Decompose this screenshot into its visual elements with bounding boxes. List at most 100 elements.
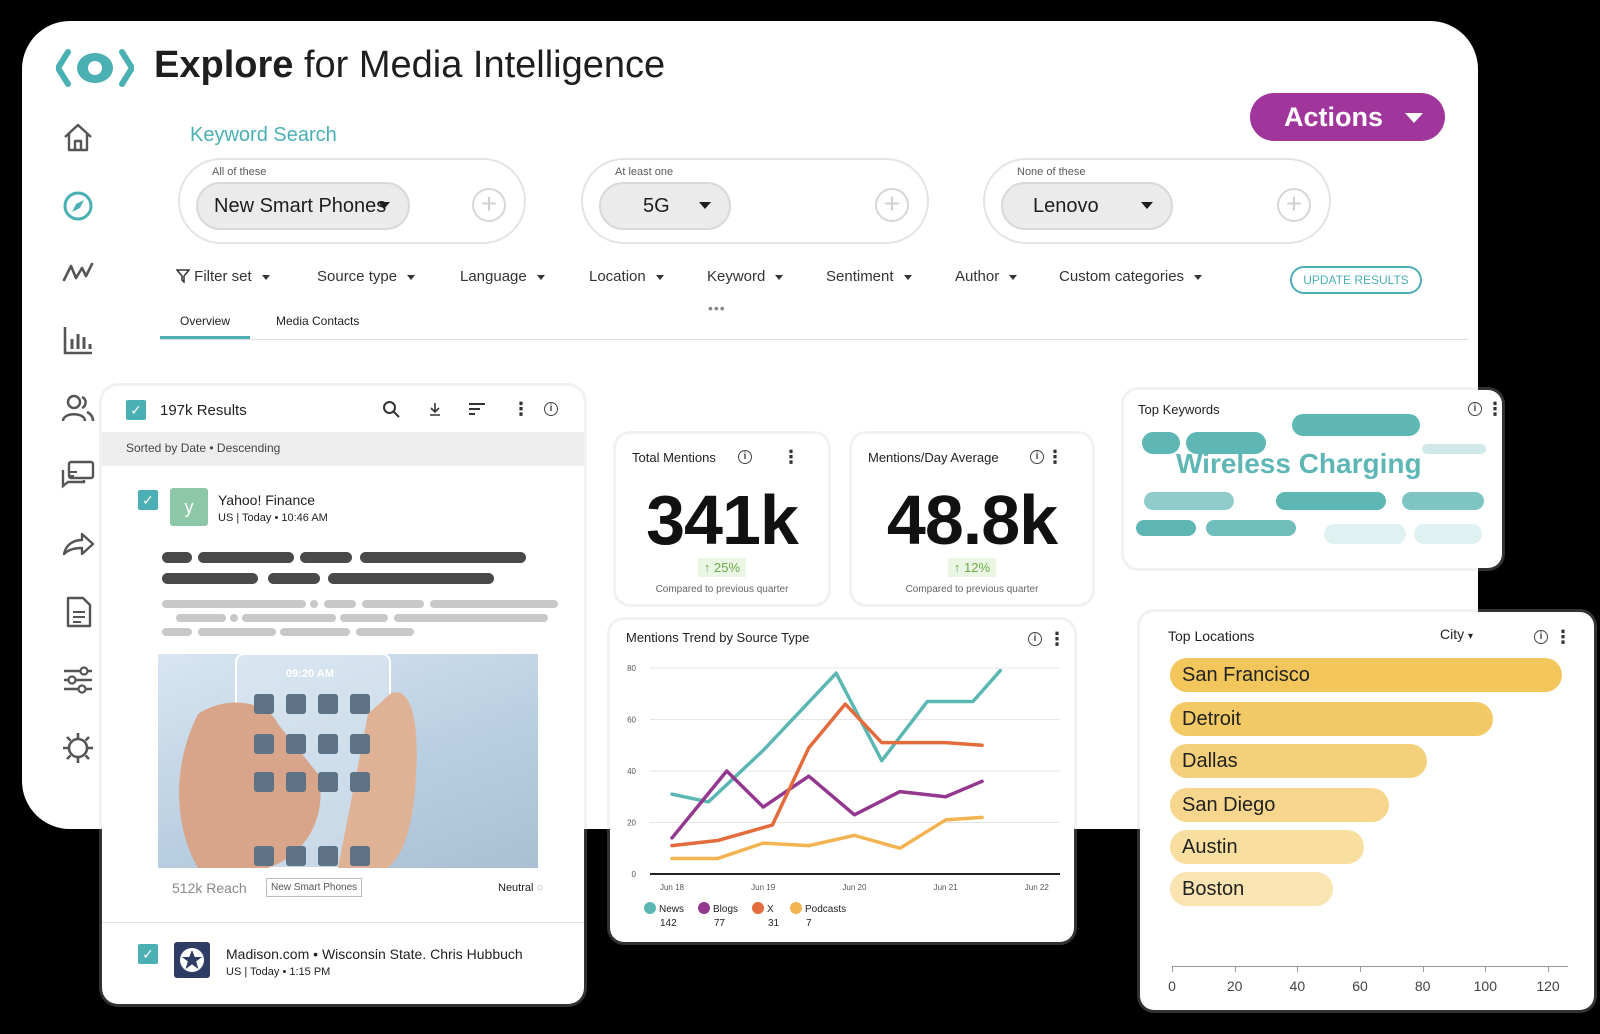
more-options-icon[interactable]: ⋮	[1486, 399, 1504, 419]
sort-bar: Sorted by Date • Descending	[102, 432, 584, 466]
compass-icon[interactable]	[56, 184, 100, 228]
filter-sentiment[interactable]: Sentiment	[826, 268, 912, 285]
result-checkbox[interactable]: ✓	[138, 944, 158, 964]
info-icon[interactable]: i	[538, 396, 564, 422]
metric-value: 341k	[646, 481, 799, 559]
search-icon[interactable]	[378, 396, 404, 422]
update-results-button[interactable]: UPDATE RESULTS	[1290, 266, 1422, 294]
document-icon[interactable]	[56, 590, 100, 634]
filter-keyword[interactable]: Keyword	[707, 268, 784, 285]
x-tick-label: 100	[1473, 978, 1498, 994]
info-icon[interactable]: i	[1468, 402, 1482, 416]
featured-keyword[interactable]: Wireless Charging	[1176, 448, 1422, 479]
widget-title: Top Locations	[1168, 628, 1255, 644]
filter-set-dropdown[interactable]: Filter set	[175, 268, 270, 285]
metric-title: Mentions/Day Average	[868, 450, 999, 465]
more-filters-icon[interactable]: •••	[708, 300, 726, 316]
location-bar[interactable]: Austin	[1170, 830, 1365, 864]
add-keyword-button[interactable]: +	[472, 188, 506, 222]
source-name[interactable]: Yahoo! Finance	[218, 492, 316, 508]
info-icon[interactable]: i	[738, 450, 752, 464]
legend-label: Blogs	[713, 904, 738, 915]
x-tick	[1297, 966, 1299, 972]
metric-title: Total Mentions	[632, 450, 716, 465]
legend-total: 142	[660, 918, 677, 929]
x-tick	[1360, 966, 1361, 972]
info-icon[interactable]: i	[1534, 630, 1548, 644]
keyword-group-any: At least one 5G +	[581, 158, 929, 244]
activity-icon[interactable]	[56, 250, 100, 294]
gear-icon[interactable]	[56, 726, 100, 770]
select-all-checkbox[interactable]: ✓	[126, 400, 146, 420]
location-bar[interactable]: Dallas	[1170, 744, 1427, 778]
y-tick-label: 0	[632, 870, 637, 879]
sentiment-label: Neutral ○	[498, 882, 544, 894]
location-label: Detroit	[1182, 707, 1241, 730]
location-bar[interactable]: Detroit	[1170, 702, 1493, 736]
x-tick	[1234, 966, 1236, 972]
top-locations-card: Top Locations City ▾ i ⋮ San Francisco De…	[1140, 612, 1594, 1010]
tab-bar: Overview Media Contacts	[160, 306, 1468, 340]
app-logo	[56, 49, 134, 87]
info-icon[interactable]: i	[1028, 632, 1042, 646]
x-tick	[1172, 966, 1173, 972]
filter-location[interactable]: Location	[589, 268, 664, 285]
keyword-select[interactable]: 5G	[599, 182, 731, 230]
info-icon[interactable]: i	[1030, 450, 1044, 464]
sliders-icon[interactable]	[56, 658, 100, 702]
home-icon[interactable]	[56, 116, 100, 160]
share-icon[interactable]	[56, 522, 100, 566]
legend-swatch	[698, 902, 710, 914]
filter-author[interactable]: Author	[955, 268, 1018, 285]
series-line-news	[670, 668, 1003, 804]
location-bar[interactable]: Boston	[1170, 872, 1333, 906]
filter-language[interactable]: Language	[460, 268, 545, 285]
source-avatar: y	[170, 488, 208, 526]
keyword-select[interactable]: Lenovo	[1001, 182, 1173, 230]
bar-chart-icon[interactable]	[56, 318, 100, 362]
more-options-icon[interactable]: ⋮	[782, 447, 800, 467]
widget-title: Top Keywords	[1138, 402, 1220, 417]
users-icon[interactable]	[56, 386, 100, 430]
x-tick-label: Jun 20	[842, 883, 867, 892]
location-bar[interactable]: San Diego	[1170, 788, 1390, 822]
result-meta: US | Today • 10:46 AM	[218, 512, 328, 524]
result-checkbox[interactable]: ✓	[138, 490, 158, 510]
app-title: Explore for Media Intelligence	[154, 44, 666, 86]
tab-overview[interactable]: Overview	[160, 314, 251, 339]
legend-label: Podcasts	[805, 904, 846, 915]
mentions-trend-card: Mentions Trend by Source Type i ⋮ 0 20 40 6…	[610, 620, 1074, 942]
results-count: 197k Results	[160, 402, 247, 419]
keyword-tag[interactable]: New Smart Phones	[266, 878, 363, 897]
more-options-icon[interactable]: ⋮	[1554, 627, 1572, 647]
legend-swatch	[644, 902, 656, 914]
download-icon[interactable]	[422, 396, 448, 422]
x-tick-label: 120	[1536, 978, 1560, 994]
location-bar[interactable]: San Francisco	[1170, 658, 1562, 692]
add-keyword-button[interactable]: +	[1277, 188, 1311, 222]
x-tick-label: 20	[1226, 978, 1243, 994]
more-options-icon[interactable]: ⋮	[1046, 447, 1064, 467]
source-headline[interactable]: Madison.com • Wisconsin State. Chris Hub…	[226, 946, 523, 962]
keyword-group-none: None of these Lenovo +	[983, 158, 1331, 244]
more-options-icon[interactable]: ⋮	[1048, 629, 1066, 649]
metric-compare: Compared to previous quarter	[655, 584, 789, 595]
actions-button[interactable]: Actions	[1250, 93, 1445, 141]
reach-value: 512k Reach	[172, 880, 247, 896]
add-keyword-button[interactable]: +	[875, 188, 909, 222]
keyword-search-title: Keyword Search	[190, 124, 337, 146]
city-dropdown[interactable]: City ▾	[1440, 626, 1474, 642]
chat-icon[interactable]	[56, 454, 100, 498]
filter-source-type[interactable]: Source type	[317, 268, 416, 285]
more-options-icon[interactable]: ⋮	[512, 399, 530, 419]
x-tick-label: 80	[1414, 978, 1431, 994]
metric-change: ↑ 25%	[697, 558, 747, 577]
keyword-select[interactable]: New Smart Phones	[196, 182, 410, 230]
sort-icon[interactable]	[464, 396, 490, 422]
result-meta: US | Today • 1:15 PM	[226, 966, 331, 978]
y-tick-label: 60	[627, 716, 636, 725]
filter-custom-categories[interactable]: Custom categories	[1059, 268, 1203, 285]
tab-media-contacts[interactable]: Media Contacts	[276, 314, 360, 328]
x-tick-label: Jun 18	[660, 883, 685, 892]
